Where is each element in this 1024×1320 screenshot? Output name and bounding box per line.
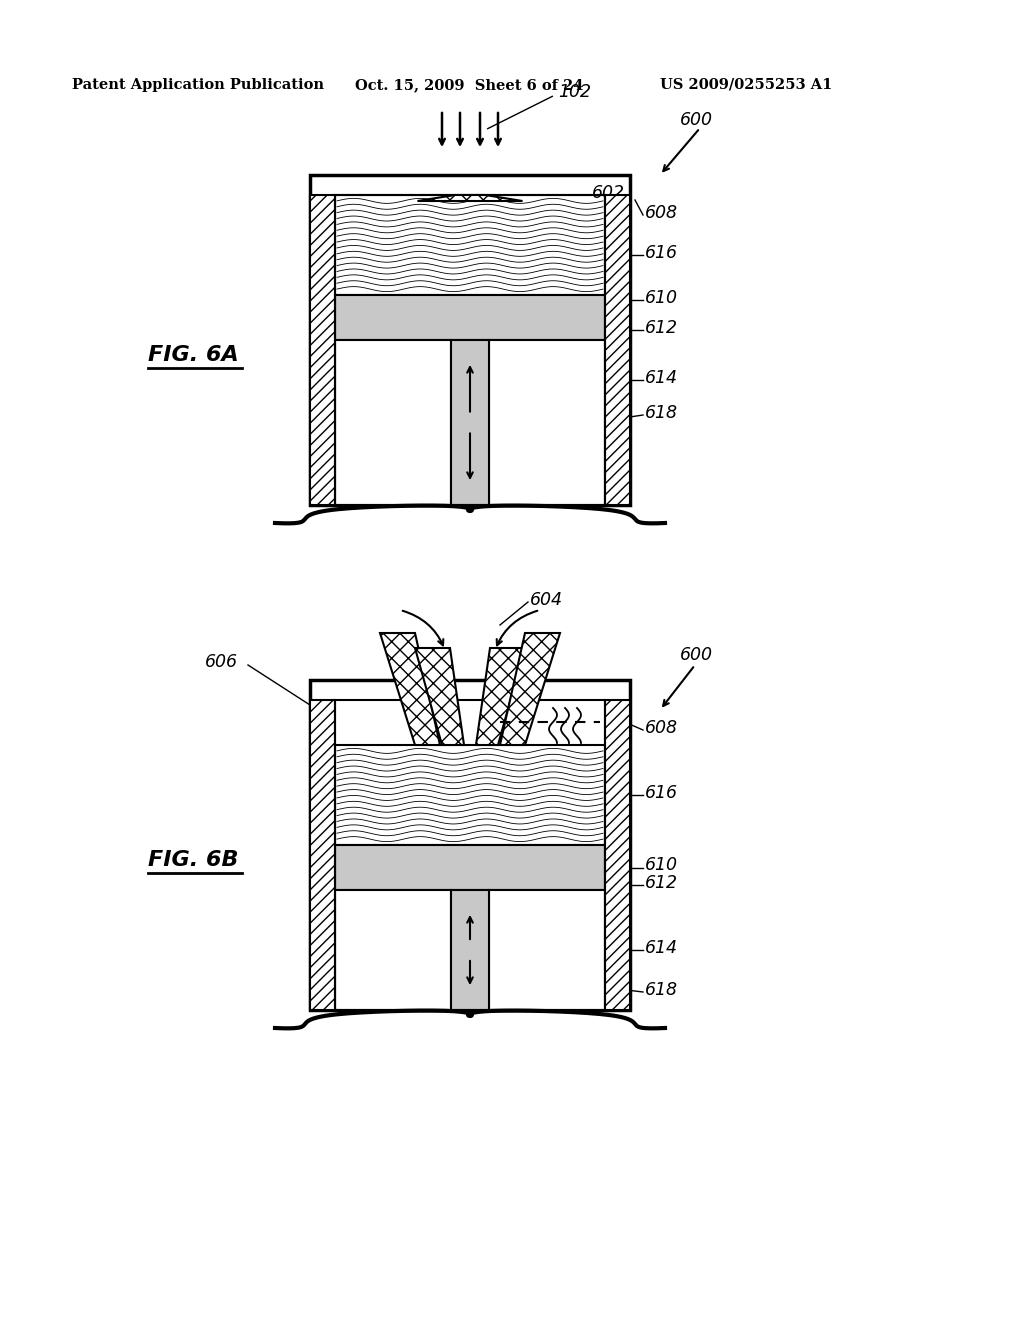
Text: US 2009/0255253 A1: US 2009/0255253 A1 <box>660 78 833 92</box>
Bar <box>451 890 489 1010</box>
Bar <box>335 890 451 1010</box>
Bar <box>335 700 605 1010</box>
Text: 604: 604 <box>530 591 563 609</box>
Text: 600: 600 <box>680 111 713 129</box>
Text: 608: 608 <box>645 205 678 222</box>
Bar <box>489 890 605 1010</box>
Text: 602: 602 <box>592 183 625 202</box>
Text: 612: 612 <box>645 874 678 892</box>
Polygon shape <box>476 648 525 744</box>
Text: FIG. 6B: FIG. 6B <box>148 850 239 870</box>
Text: 614: 614 <box>645 939 678 957</box>
Polygon shape <box>418 195 522 201</box>
Bar <box>310 176 630 506</box>
Text: 102: 102 <box>558 83 591 102</box>
Bar <box>335 294 605 341</box>
Polygon shape <box>380 634 440 744</box>
Text: Patent Application Publication: Patent Application Publication <box>72 78 324 92</box>
Bar <box>335 195 605 294</box>
Bar <box>335 845 605 890</box>
Text: 610: 610 <box>645 857 678 874</box>
Bar <box>335 744 605 845</box>
Bar <box>335 341 451 506</box>
Text: 616: 616 <box>645 244 678 261</box>
Polygon shape <box>500 634 560 744</box>
Text: 612: 612 <box>645 319 678 337</box>
Bar <box>335 195 605 506</box>
Bar <box>489 341 605 506</box>
Text: 618: 618 <box>645 404 678 422</box>
Bar <box>605 700 630 1010</box>
Text: 618: 618 <box>645 981 678 999</box>
Text: Oct. 15, 2009  Sheet 6 of 24: Oct. 15, 2009 Sheet 6 of 24 <box>355 78 584 92</box>
Text: 608: 608 <box>645 719 678 737</box>
Text: 600: 600 <box>680 645 713 664</box>
Polygon shape <box>415 648 464 744</box>
Bar <box>310 680 630 1010</box>
Text: 616: 616 <box>645 784 678 803</box>
Bar <box>335 700 605 744</box>
Bar <box>310 195 335 506</box>
Bar <box>451 341 489 506</box>
Text: 614: 614 <box>645 370 678 387</box>
Bar <box>310 700 335 1010</box>
Text: 610: 610 <box>645 289 678 308</box>
Text: 606: 606 <box>205 653 238 671</box>
Bar <box>605 195 630 506</box>
Text: FIG. 6A: FIG. 6A <box>148 345 239 366</box>
